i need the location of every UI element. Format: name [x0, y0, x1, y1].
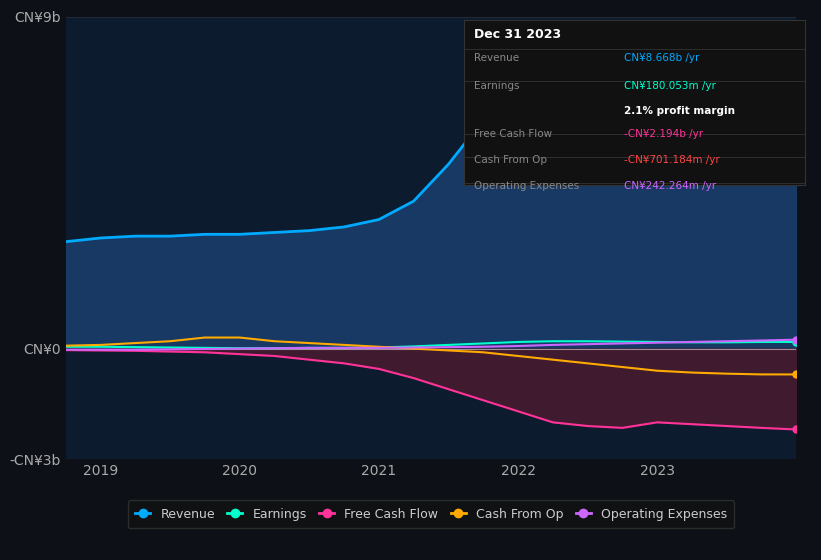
Text: Revenue: Revenue	[474, 53, 519, 63]
Text: Operating Expenses: Operating Expenses	[474, 181, 580, 192]
Text: Dec 31 2023: Dec 31 2023	[474, 28, 562, 41]
Text: -CN¥2.194b /yr: -CN¥2.194b /yr	[624, 129, 703, 139]
Legend: Revenue, Earnings, Free Cash Flow, Cash From Op, Operating Expenses: Revenue, Earnings, Free Cash Flow, Cash …	[128, 500, 734, 528]
Text: Free Cash Flow: Free Cash Flow	[474, 129, 553, 139]
Text: CN¥8.668b /yr: CN¥8.668b /yr	[624, 53, 699, 63]
Text: 2.1% profit margin: 2.1% profit margin	[624, 105, 735, 115]
Text: -CN¥701.184m /yr: -CN¥701.184m /yr	[624, 155, 720, 165]
Text: Earnings: Earnings	[474, 81, 520, 91]
Text: CN¥180.053m /yr: CN¥180.053m /yr	[624, 81, 716, 91]
Text: Cash From Op: Cash From Op	[474, 155, 547, 165]
Text: CN¥242.264m /yr: CN¥242.264m /yr	[624, 181, 716, 192]
